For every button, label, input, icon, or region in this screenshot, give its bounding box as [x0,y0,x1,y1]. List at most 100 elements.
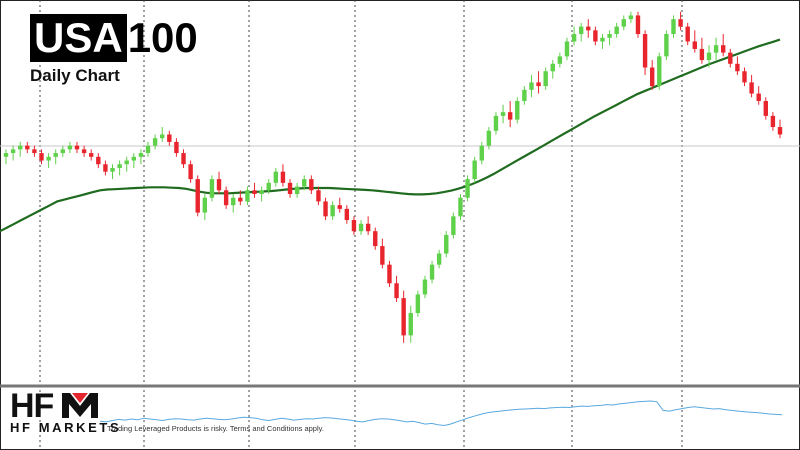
candle-body [110,167,115,172]
candle [529,74,534,98]
candle-body [749,82,754,94]
candle [493,112,499,135]
title-highlight: USA [30,14,127,62]
candle-body [344,208,350,221]
candle [408,305,413,343]
candle-body [252,190,257,194]
candle-body [642,34,648,68]
candle-body [678,19,683,27]
candle-body [479,145,484,161]
candle [60,145,66,157]
candle [387,260,392,287]
candle [728,48,733,68]
candle [664,30,669,61]
candle-body [3,153,9,157]
candle [252,182,257,198]
candle-body [756,93,761,101]
candle [706,45,712,68]
candle [231,194,236,213]
candle-body [649,67,655,87]
candle-body [415,294,421,314]
candle-body [706,52,712,61]
candle [642,30,648,75]
candle-body [103,164,108,172]
candle-body [436,253,442,265]
candle-body [422,279,428,295]
candle [238,190,243,206]
logo-subtitle: HF MARKETS [10,420,122,435]
candle [209,175,215,202]
candle [458,194,463,221]
candle-body [444,234,449,254]
candle [394,275,399,302]
candle [571,26,577,46]
candle-body [245,190,250,202]
candle [216,171,222,194]
candle [486,127,492,150]
candle-body [131,156,137,161]
candle-body [458,197,463,217]
candle [145,141,151,157]
candle [25,141,30,154]
candle [309,175,314,194]
candle-body [188,164,193,180]
candle-body [323,201,328,217]
candle-body [287,182,293,194]
candle [280,164,286,187]
candle-body [429,264,435,280]
risk-disclaimer: Trading Leveraged Products is risky. Ter… [107,424,324,433]
candle [195,175,200,217]
candle-body [96,156,101,165]
candle [138,149,144,165]
candle-body [720,45,726,53]
candle-body [74,145,80,150]
candle [593,26,598,46]
candle [365,216,371,235]
candle-body [209,179,215,198]
candle [174,138,179,157]
candle-body [515,101,520,120]
candle [628,11,634,23]
candle [472,156,477,183]
candle [74,141,80,154]
candle-body [365,223,371,232]
candle [749,74,754,98]
candle-body [167,134,172,142]
candle [557,52,563,68]
candle-body [628,15,634,20]
candle-body [358,223,364,232]
candle-body [337,205,342,209]
candle-body [380,246,385,265]
candle [287,179,293,198]
candle [323,197,328,221]
candle [685,22,690,46]
candle-body [387,264,392,284]
candle [188,160,193,183]
candle [578,22,584,42]
candle-body [657,56,662,87]
candle [337,197,342,213]
candle [415,290,421,317]
candle-body [543,71,548,87]
hfm-logo: HF [10,390,98,420]
candle-body [571,34,577,42]
candle [103,160,108,176]
candle-body [294,186,300,194]
candle-body [373,231,378,247]
candle-body [713,45,719,53]
candle-body [273,171,279,183]
candle [330,201,335,221]
candle-body [728,52,733,64]
candle [479,141,484,165]
candle-body [621,19,626,27]
candle-body [529,82,534,90]
candle-body [46,156,51,161]
candle-body [117,164,122,168]
candle [500,104,506,124]
candle [266,179,271,194]
candle [770,112,776,131]
candle-body [536,82,541,87]
candle [713,37,719,61]
